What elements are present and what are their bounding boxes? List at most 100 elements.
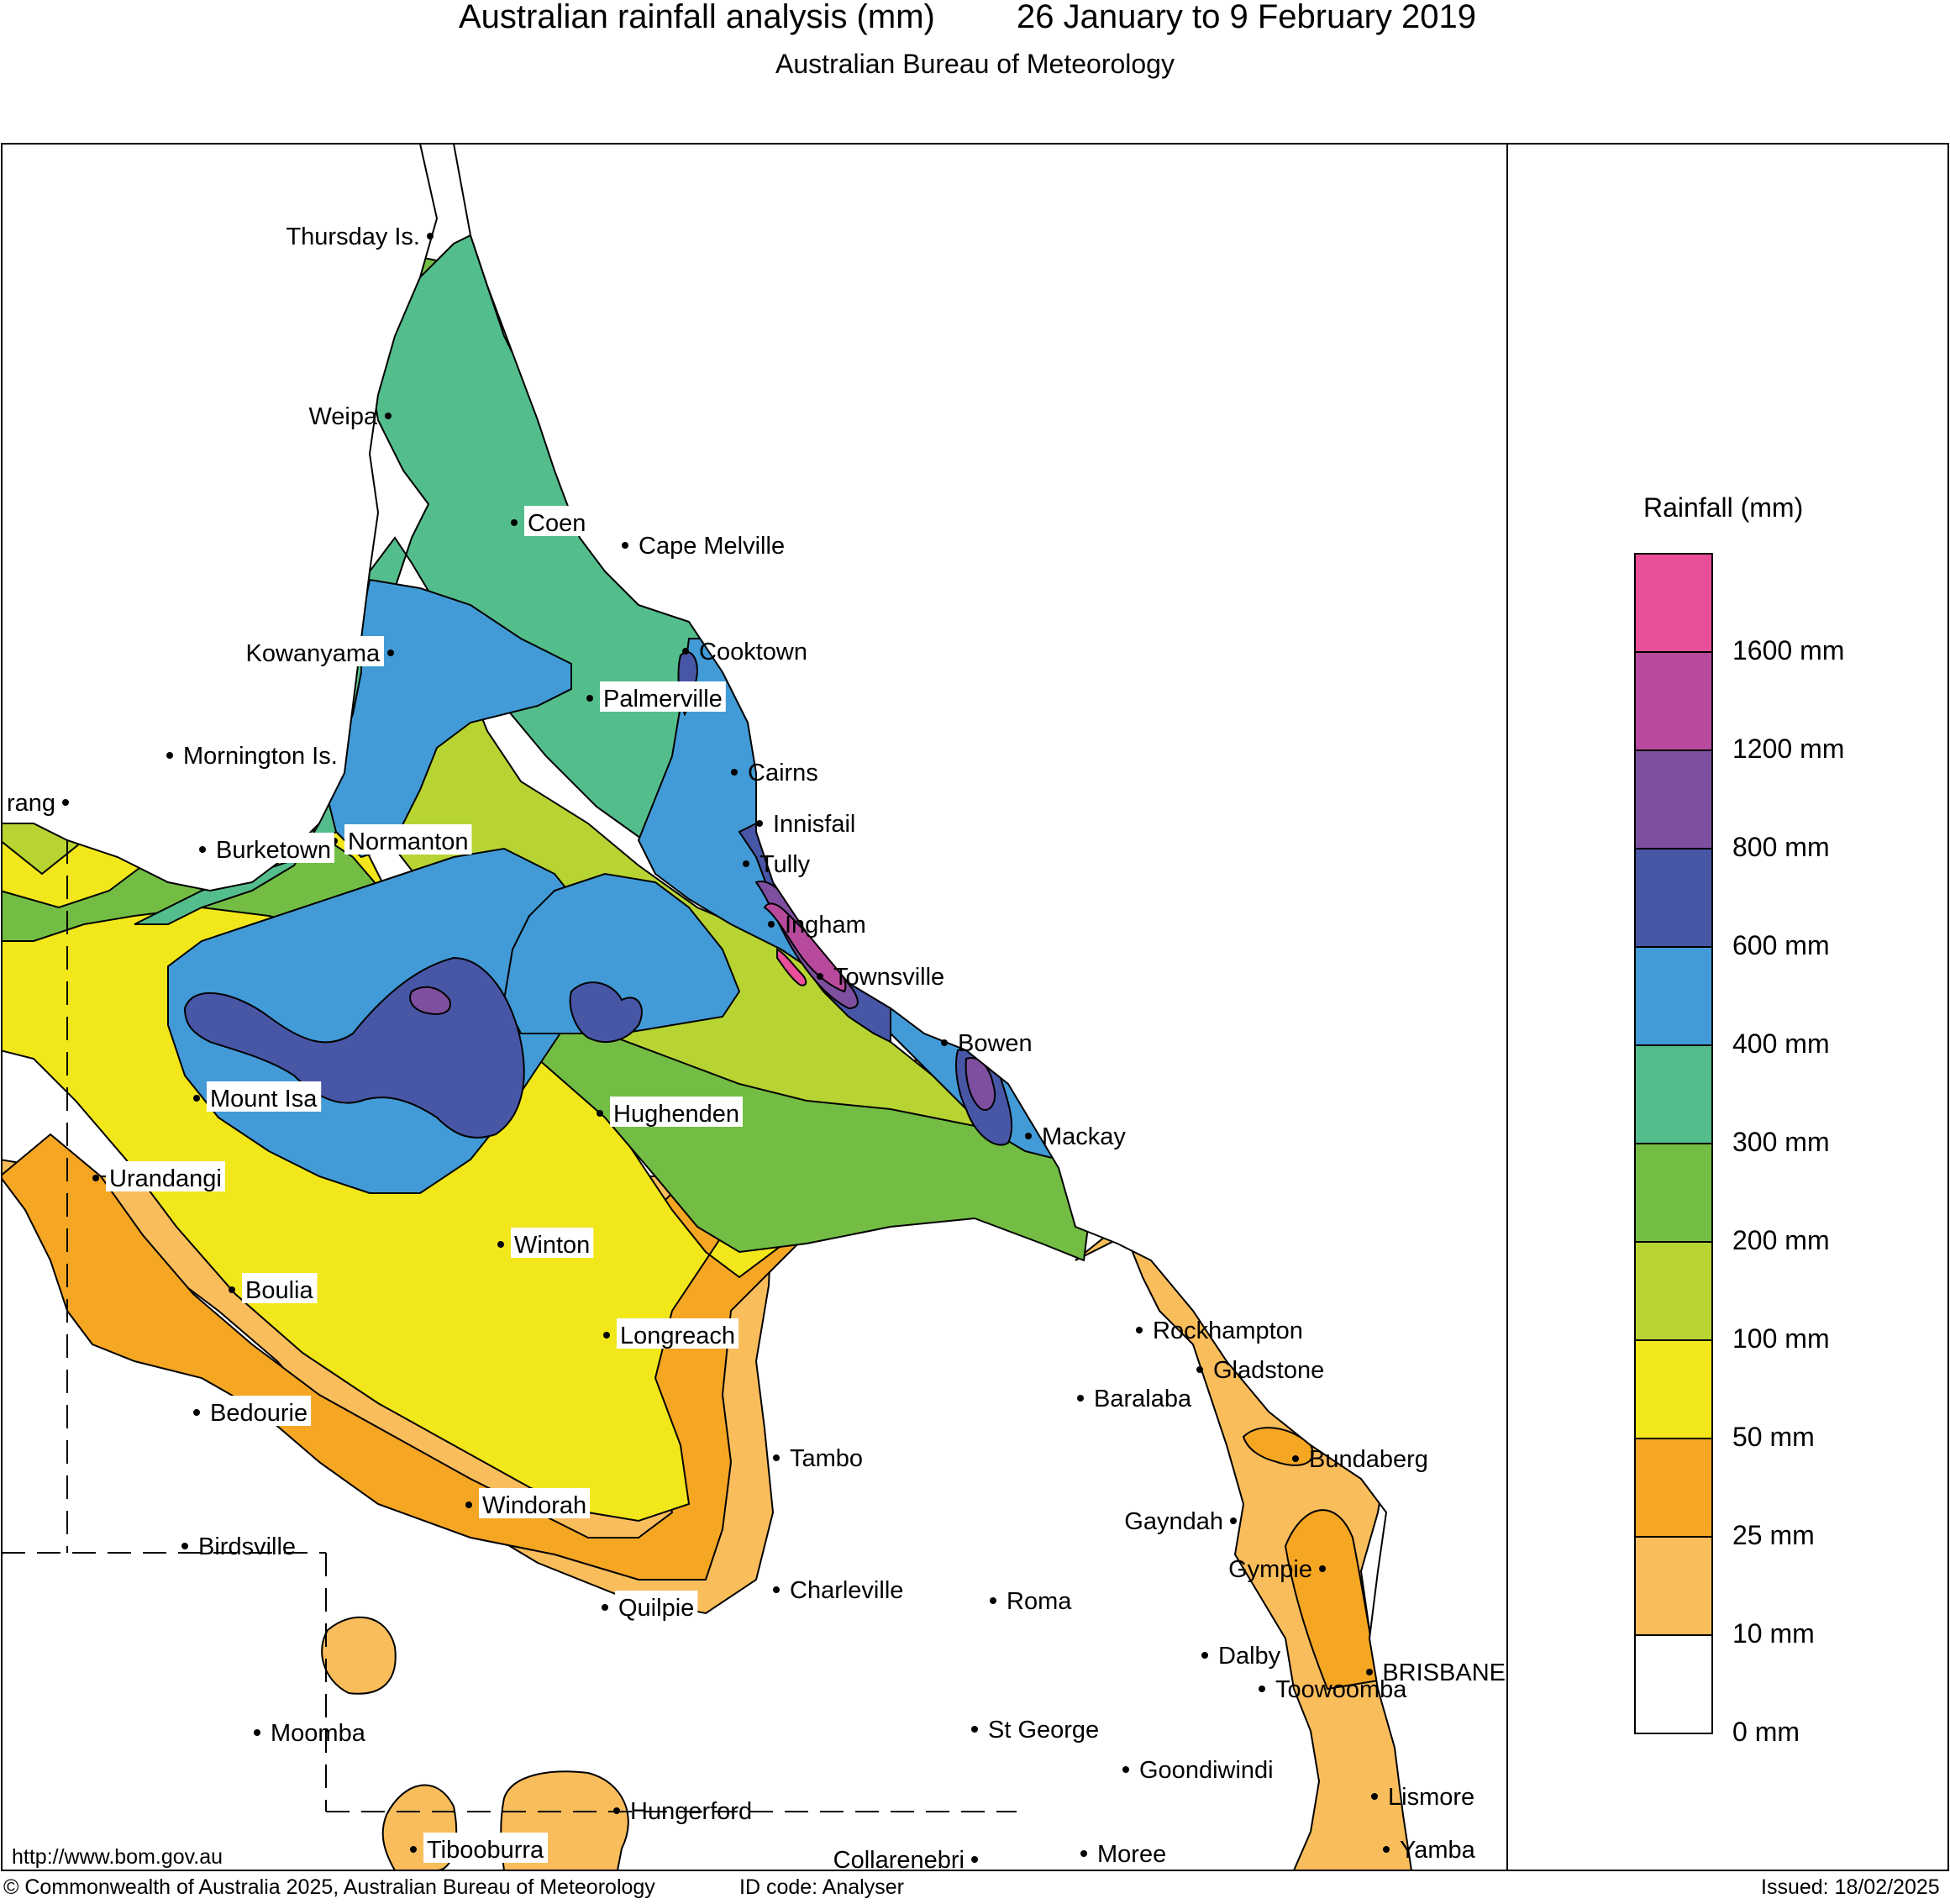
place-moomba: Moomba: [254, 1720, 366, 1747]
place-label: Moomba: [271, 1720, 366, 1747]
place-dot: [229, 1286, 235, 1293]
place-toowoomba: Toowoomba: [1259, 1676, 1407, 1703]
place-label: St George: [988, 1717, 1099, 1744]
legend-label: 200 mm: [1732, 1225, 1830, 1255]
place-hughenden: Hughenden: [597, 1097, 743, 1128]
place-longreach: Longreach: [603, 1318, 739, 1349]
place-dot: [773, 1454, 780, 1461]
legend-label: 300 mm: [1732, 1127, 1830, 1157]
place-dot: [254, 1729, 260, 1736]
place-bowen: Bowen: [941, 1030, 1033, 1057]
place-dot: [1196, 1366, 1203, 1373]
place-dot: [586, 695, 593, 702]
place-label-background: [617, 1318, 739, 1349]
place-dot: [427, 233, 434, 239]
place-label: Dalby: [1218, 1643, 1281, 1670]
legend-label: 1200 mm: [1732, 734, 1845, 764]
place-dot: [1366, 1669, 1373, 1675]
place-mount-isa: Mount Isa: [193, 1081, 322, 1112]
place-burketown: Burketown: [199, 833, 335, 864]
place-innisfail: Innisfail: [756, 811, 855, 838]
place-label: rang: [7, 790, 55, 817]
place-dot: [597, 1110, 603, 1117]
place-dot: [1259, 1686, 1265, 1692]
legend-label: 10 mm: [1732, 1618, 1815, 1649]
place-label-background: [207, 1081, 322, 1112]
place-dot: [1383, 1846, 1390, 1853]
place-label: Burketown: [216, 837, 331, 864]
legend-swatch: [1634, 553, 1713, 653]
place-dot: [602, 1604, 608, 1611]
place-label: Boulia: [245, 1277, 313, 1304]
place-label-background: [479, 1488, 591, 1518]
place-label: Collarenebri: [833, 1847, 964, 1874]
rain-area-1600mm: [776, 948, 807, 986]
place-dot: [1025, 1133, 1032, 1139]
place-dot: [199, 846, 206, 853]
place-dot: [1080, 1850, 1087, 1857]
legend-swatch: [1634, 848, 1713, 948]
legend-label: 25 mm: [1732, 1520, 1815, 1550]
place-birdsville: Birdsville: [181, 1533, 296, 1560]
legend-swatch: [1634, 750, 1713, 849]
place-bedourie: Bedourie: [193, 1396, 312, 1427]
place-dot: [1122, 1766, 1129, 1773]
legend-swatch: [1634, 1339, 1713, 1439]
map-subtitle: Australian Bureau of Meteorology: [775, 49, 1175, 79]
legend-label: 800 mm: [1732, 832, 1830, 862]
legend-label: 400 mm: [1732, 1028, 1830, 1059]
place-baralaba: Baralaba: [1077, 1386, 1192, 1412]
title-analysis: Australian rainfall analysis (mm): [459, 0, 935, 35]
footer-url[interactable]: http://www.bom.gov.au: [12, 1845, 223, 1869]
place-label: Charleville: [790, 1577, 903, 1604]
place-label: Goondiwindi: [1139, 1757, 1274, 1784]
place-rang: rang: [7, 790, 69, 817]
place-coen: Coen: [511, 506, 590, 537]
place-label: Tully: [760, 851, 811, 878]
place-label-background: [207, 1396, 312, 1426]
place-label-background: [615, 1591, 698, 1621]
place-gympie: Gympie: [1228, 1556, 1326, 1583]
place-label: Moree: [1097, 1841, 1166, 1868]
place-townsville: Townsville: [817, 964, 944, 991]
legend-label: 1600 mm: [1732, 635, 1845, 665]
place-dot: [181, 1543, 188, 1549]
place-dot: [410, 1846, 417, 1853]
place-label-background: [610, 1097, 743, 1127]
place-goondiwindi: Goondiwindi: [1122, 1757, 1274, 1784]
place-label: Urandangi: [109, 1165, 222, 1192]
place-dot: [166, 752, 173, 759]
place-weipa: Weipa: [308, 403, 392, 430]
legend-swatch: [1634, 1143, 1713, 1243]
place-dot: [193, 1409, 200, 1416]
place-label: Normanton: [348, 828, 468, 855]
place-label-background: [242, 636, 384, 666]
place-label: BRISBANE: [1382, 1659, 1506, 1686]
place-st-george: St George: [971, 1717, 1099, 1744]
place-label: Hungerford: [630, 1798, 752, 1825]
place-dot: [613, 1807, 620, 1814]
place-dot: [971, 1856, 978, 1863]
place-label: Hughenden: [613, 1101, 739, 1128]
place-dot: [817, 973, 823, 980]
place-label: Cooktown: [699, 639, 807, 665]
place-tibooburra: Tibooburra: [410, 1833, 549, 1864]
place-cape-melville: Cape Melville: [622, 533, 785, 560]
place-markers: Thursday Is. Weipa Coen Cape Melville Cookto…: [7, 224, 1506, 1874]
place-label: Innisfail: [773, 811, 855, 838]
place-label: Rockhampton: [1153, 1318, 1303, 1344]
legend-swatch: [1634, 1241, 1713, 1341]
footer-issued: Issued: 18/02/2025: [1761, 1875, 1940, 1899]
place-quilpie: Quilpie: [602, 1591, 698, 1622]
place-label: Windorah: [482, 1492, 586, 1519]
place-dalby: Dalby: [1201, 1643, 1281, 1670]
legend-label: 100 mm: [1732, 1323, 1830, 1354]
footer-copyright: © Commonwealth of Australia 2025, Austra…: [3, 1875, 655, 1900]
state-borders: [2, 840, 1017, 1812]
place-label: Weipa: [308, 403, 378, 430]
place-dot: [1292, 1455, 1299, 1462]
footer-id-code: ID code: Analyser: [739, 1875, 904, 1899]
place-dot: [1371, 1793, 1378, 1800]
place-dot: [743, 860, 749, 867]
place-label: Mount Isa: [210, 1086, 318, 1112]
